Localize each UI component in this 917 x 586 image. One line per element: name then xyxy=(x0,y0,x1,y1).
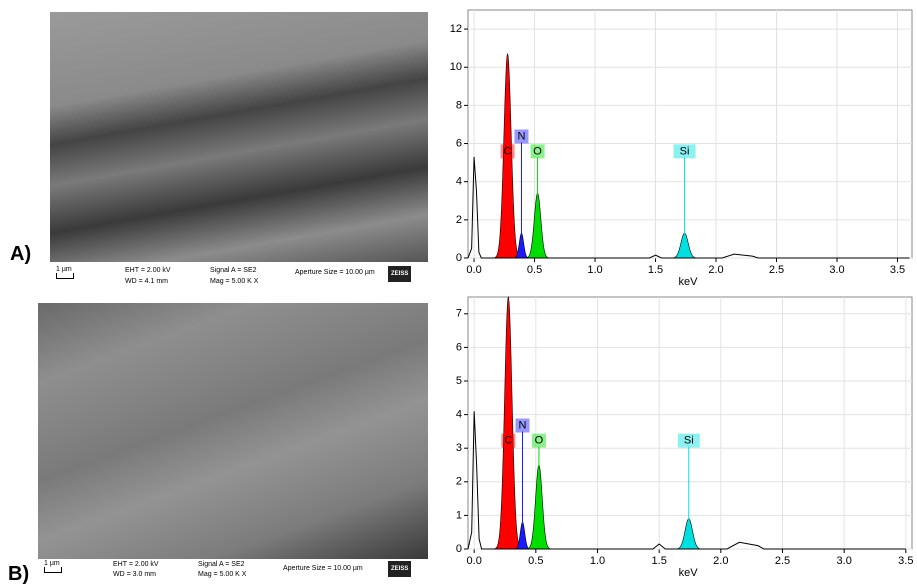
scale-bar xyxy=(56,273,74,279)
x-axis-label: keV xyxy=(679,276,699,288)
scale: 1 µm xyxy=(44,560,60,567)
scale: 1 µm xyxy=(56,266,72,273)
eht: EHT = 2.00 kV xyxy=(125,267,171,274)
x-tick-label: 0.5 xyxy=(527,264,542,276)
y-tick-label: 5 xyxy=(456,375,462,387)
y-tick-label: 12 xyxy=(450,23,462,35)
wd: WD = 3.0 mm xyxy=(113,571,156,578)
label-box xyxy=(501,433,516,448)
aperture: Aperture Size = 10.00 µm xyxy=(295,269,375,276)
label-box xyxy=(515,418,530,433)
x-tick-label: 3.0 xyxy=(837,555,852,567)
y-tick-label: 6 xyxy=(456,137,462,149)
x-tick-label: 0.0 xyxy=(467,555,482,567)
element-label: O xyxy=(533,145,542,157)
y-tick-label: 8 xyxy=(456,99,462,111)
sem-image xyxy=(50,12,428,262)
sem-panel: 1 µm EHT = 2.00 kV WD = 3.0 mm Signal A … xyxy=(38,303,428,581)
label-box xyxy=(531,433,546,448)
element-label: N xyxy=(517,130,525,142)
signal: Signal A = SE2 xyxy=(210,267,257,274)
label-box xyxy=(530,144,545,159)
info-bar: 1 µm EHT = 2.00 kV WD = 3.0 mm Signal A … xyxy=(38,559,428,581)
info-bar: 1 µm EHT = 2.00 kV WD = 4.1 mm Signal A … xyxy=(50,262,428,290)
element-label: Si xyxy=(684,435,694,447)
y-tick-label: 4 xyxy=(456,409,462,421)
plot-area xyxy=(467,9,913,259)
y-tick-label: 2 xyxy=(456,476,462,488)
signal: Signal A = SE2 xyxy=(198,561,245,568)
x-tick-label: 2.5 xyxy=(775,555,790,567)
element-label: O xyxy=(535,435,544,447)
x-tick-label: 3.0 xyxy=(829,264,844,276)
scale-bar xyxy=(44,567,62,573)
logo: ZEISS xyxy=(388,266,412,282)
label-box xyxy=(677,433,700,448)
y-tick-label: 6 xyxy=(456,341,462,353)
x-tick-label: 1.0 xyxy=(590,555,605,567)
y-tick-label: 7 xyxy=(456,308,462,320)
y-tick-label: 3 xyxy=(456,442,462,454)
x-tick-label: 3.5 xyxy=(898,555,913,567)
x-axis-label: keV xyxy=(679,567,699,579)
mag: Mag = 5.00 K X xyxy=(210,278,259,285)
label-box xyxy=(514,129,529,144)
panel-label: B) xyxy=(8,563,30,585)
y-tick-label: 0 xyxy=(456,252,462,264)
eht: EHT = 2.00 kV xyxy=(113,561,159,568)
aperture: Aperture Size = 10.00 µm xyxy=(283,565,363,572)
wd: WD = 4.1 mm xyxy=(125,278,168,285)
x-tick-label: 1.0 xyxy=(587,264,602,276)
y-tick-label: 1 xyxy=(456,509,462,521)
x-tick-label: 0.0 xyxy=(466,264,481,276)
x-tick-label: 1.5 xyxy=(648,264,663,276)
mag: Mag = 5.00 K X xyxy=(198,571,247,578)
y-tick-label: 4 xyxy=(456,176,462,188)
spectrum-line xyxy=(467,411,906,550)
label-box xyxy=(673,144,696,159)
x-tick-label: 2.0 xyxy=(713,555,728,567)
panel-label: A) xyxy=(10,243,32,265)
element-label: C xyxy=(504,145,512,157)
sem-panel: 1 µm EHT = 2.00 kV WD = 4.1 mm Signal A … xyxy=(50,12,428,290)
element-label: C xyxy=(504,435,512,447)
label-box xyxy=(500,144,515,159)
sem-image xyxy=(38,303,428,559)
logo: ZEISS xyxy=(388,561,412,577)
x-tick-label: 2.0 xyxy=(708,264,723,276)
element-label: Si xyxy=(680,145,690,157)
y-tick-label: 10 xyxy=(450,61,462,73)
x-tick-label: 0.5 xyxy=(528,555,543,567)
x-tick-label: 3.5 xyxy=(890,264,905,276)
element-label: N xyxy=(519,419,527,431)
x-tick-label: 2.5 xyxy=(769,264,784,276)
y-tick-label: 2 xyxy=(456,214,462,226)
y-tick-label: 0 xyxy=(456,543,462,555)
spectrum-line xyxy=(467,156,910,259)
x-tick-label: 1.5 xyxy=(652,555,667,567)
